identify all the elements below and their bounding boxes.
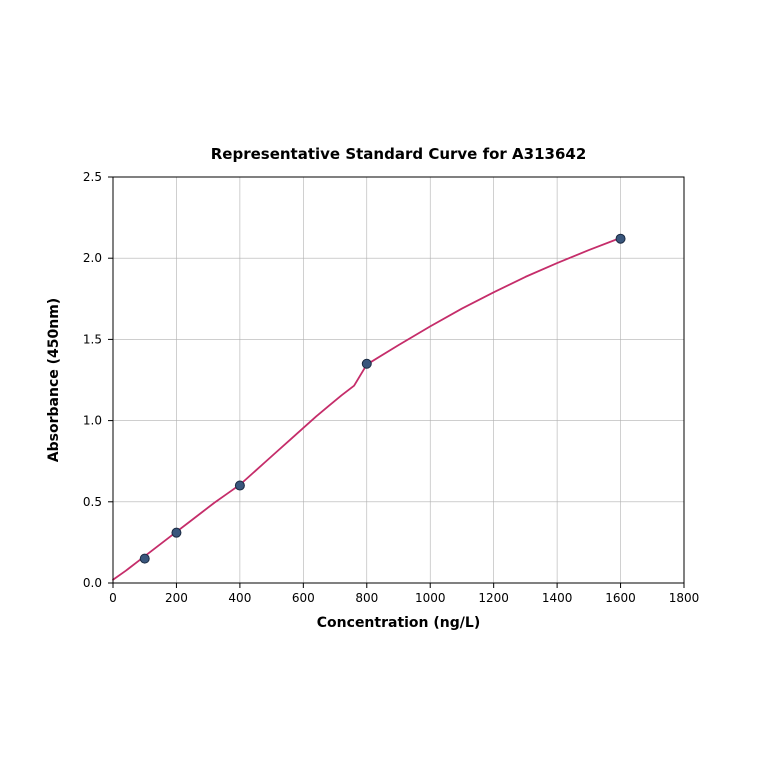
x-tick-label: 600 bbox=[292, 591, 315, 605]
x-axis-label: Concentration (ng/L) bbox=[317, 615, 480, 631]
standard-curve-chart: 0 200 400 600 800 1000 1200 1400 1600 1800 0.0 0.5 1… bbox=[0, 0, 764, 764]
y-tick-label: 1.0 bbox=[83, 414, 102, 428]
data-point bbox=[362, 359, 371, 368]
x-tick-label: 200 bbox=[165, 591, 188, 605]
chart-bg bbox=[0, 0, 764, 764]
x-tick-label: 800 bbox=[355, 591, 378, 605]
chart-container: 0 200 400 600 800 1000 1200 1400 1600 1800 0.0 0.5 1… bbox=[0, 0, 764, 764]
chart-title: Representative Standard Curve for A31364… bbox=[211, 145, 587, 163]
x-tick-label: 1200 bbox=[478, 591, 509, 605]
x-tick-label: 0 bbox=[109, 591, 117, 605]
x-tick-label: 400 bbox=[228, 591, 251, 605]
y-tick-label: 0.5 bbox=[83, 495, 102, 509]
y-tick-label: 0.0 bbox=[83, 576, 102, 590]
data-point bbox=[172, 528, 181, 537]
y-tick-label: 1.5 bbox=[83, 332, 102, 346]
y-tick-label: 2.0 bbox=[83, 251, 102, 265]
data-point bbox=[235, 481, 244, 490]
data-point bbox=[140, 554, 149, 563]
x-tick-label: 1600 bbox=[605, 591, 636, 605]
y-axis-label: Absorbance (450nm) bbox=[46, 298, 62, 462]
x-tick-label: 1000 bbox=[415, 591, 446, 605]
x-tick-label: 1400 bbox=[542, 591, 573, 605]
y-tick-label: 2.5 bbox=[83, 170, 102, 184]
data-point bbox=[616, 234, 625, 243]
x-tick-label: 1800 bbox=[669, 591, 700, 605]
